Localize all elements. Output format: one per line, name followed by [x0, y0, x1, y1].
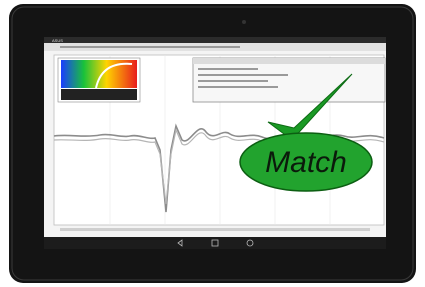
page: ASUS Match (() => { const data = JSON.pa… — [0, 0, 425, 287]
logo-text-blur — [61, 89, 137, 100]
tablet-photo: ASUS Match — [0, 0, 425, 287]
brand-label: ASUS — [52, 38, 63, 43]
match-label: Match — [265, 146, 347, 179]
status-bar — [44, 37, 386, 43]
camera — [242, 20, 246, 24]
nav-bar — [44, 237, 386, 249]
axis-labels-blur — [60, 228, 370, 231]
dialog-titlebar — [193, 58, 385, 64]
title-text-blur — [60, 46, 240, 48]
